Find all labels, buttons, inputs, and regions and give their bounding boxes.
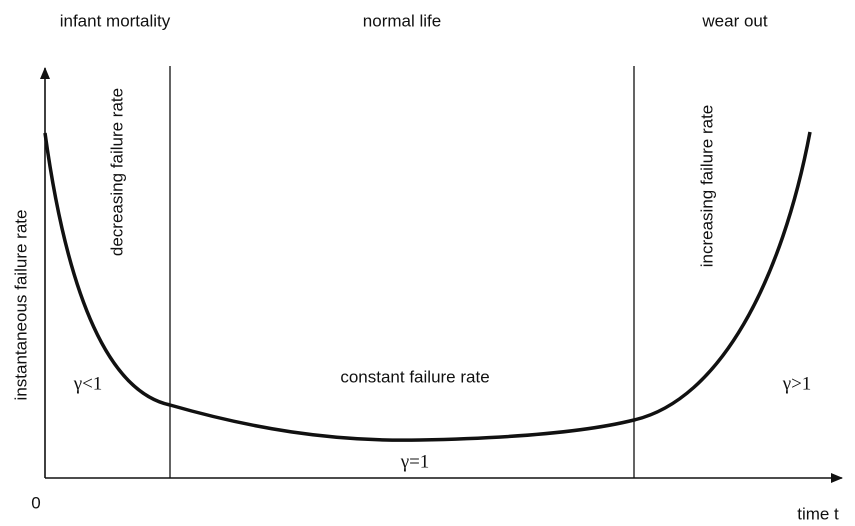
shape-label: γ=1: [400, 451, 430, 472]
origin-label: 0: [31, 493, 40, 512]
x-axis-label: time t: [797, 504, 839, 523]
shape-label: γ>1: [782, 373, 812, 394]
region-label: wear out: [701, 11, 767, 30]
shape-label: γ<1: [73, 373, 103, 394]
region-label: infant mortality: [60, 11, 171, 30]
region-label: normal life: [363, 11, 441, 30]
rate-label: constant failure rate: [340, 367, 489, 386]
y-axis-label: instantaneous failure rate: [11, 210, 30, 401]
rate-label: increasing failure rate: [697, 105, 716, 268]
bathtub-curve: [43, 131, 812, 442]
rate-label: decreasing failure rate: [107, 88, 126, 256]
